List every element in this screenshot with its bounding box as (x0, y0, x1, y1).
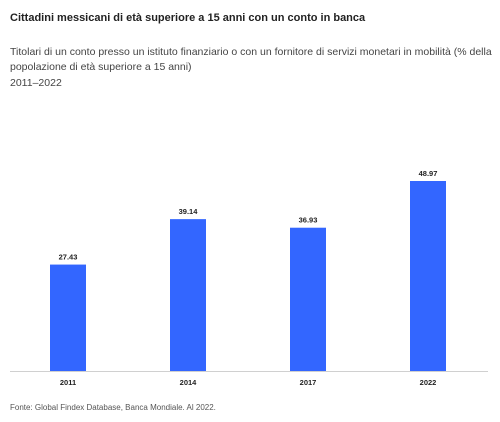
data-labels-layer: 27.43 39.14 36.93 48.97 (59, 169, 438, 262)
chart-title: Cittadini messicani di età superiore a 1… (10, 12, 366, 24)
bar-2011 (50, 264, 86, 371)
x-tick-2011: 2011 (60, 378, 76, 387)
bar-2017 (290, 227, 326, 371)
bars-layer (50, 180, 446, 371)
x-tick-2017: 2017 (300, 378, 317, 387)
bar-2022 (410, 180, 446, 371)
x-tick-2014: 2014 (180, 378, 198, 387)
data-label-2022: 48.97 (419, 169, 438, 178)
data-label-2014: 39.14 (179, 207, 199, 216)
chart-period: 2011–2022 (10, 77, 62, 89)
x-tick-labels-layer: 2011 2014 2017 2022 (60, 378, 436, 387)
bar-2014 (170, 219, 206, 371)
data-label-2011: 27.43 (59, 253, 78, 262)
bar-chart: 27.43 39.14 36.93 48.97 2011 2014 2017 2022 (10, 169, 488, 387)
x-tick-2022: 2022 (420, 378, 437, 387)
chart-subtitle: Titolari di un conto presso un istituto … (10, 46, 492, 73)
source-note: Fonte: Global Findex Database, Banca Mon… (10, 403, 216, 412)
data-label-2017: 36.93 (299, 216, 318, 225)
